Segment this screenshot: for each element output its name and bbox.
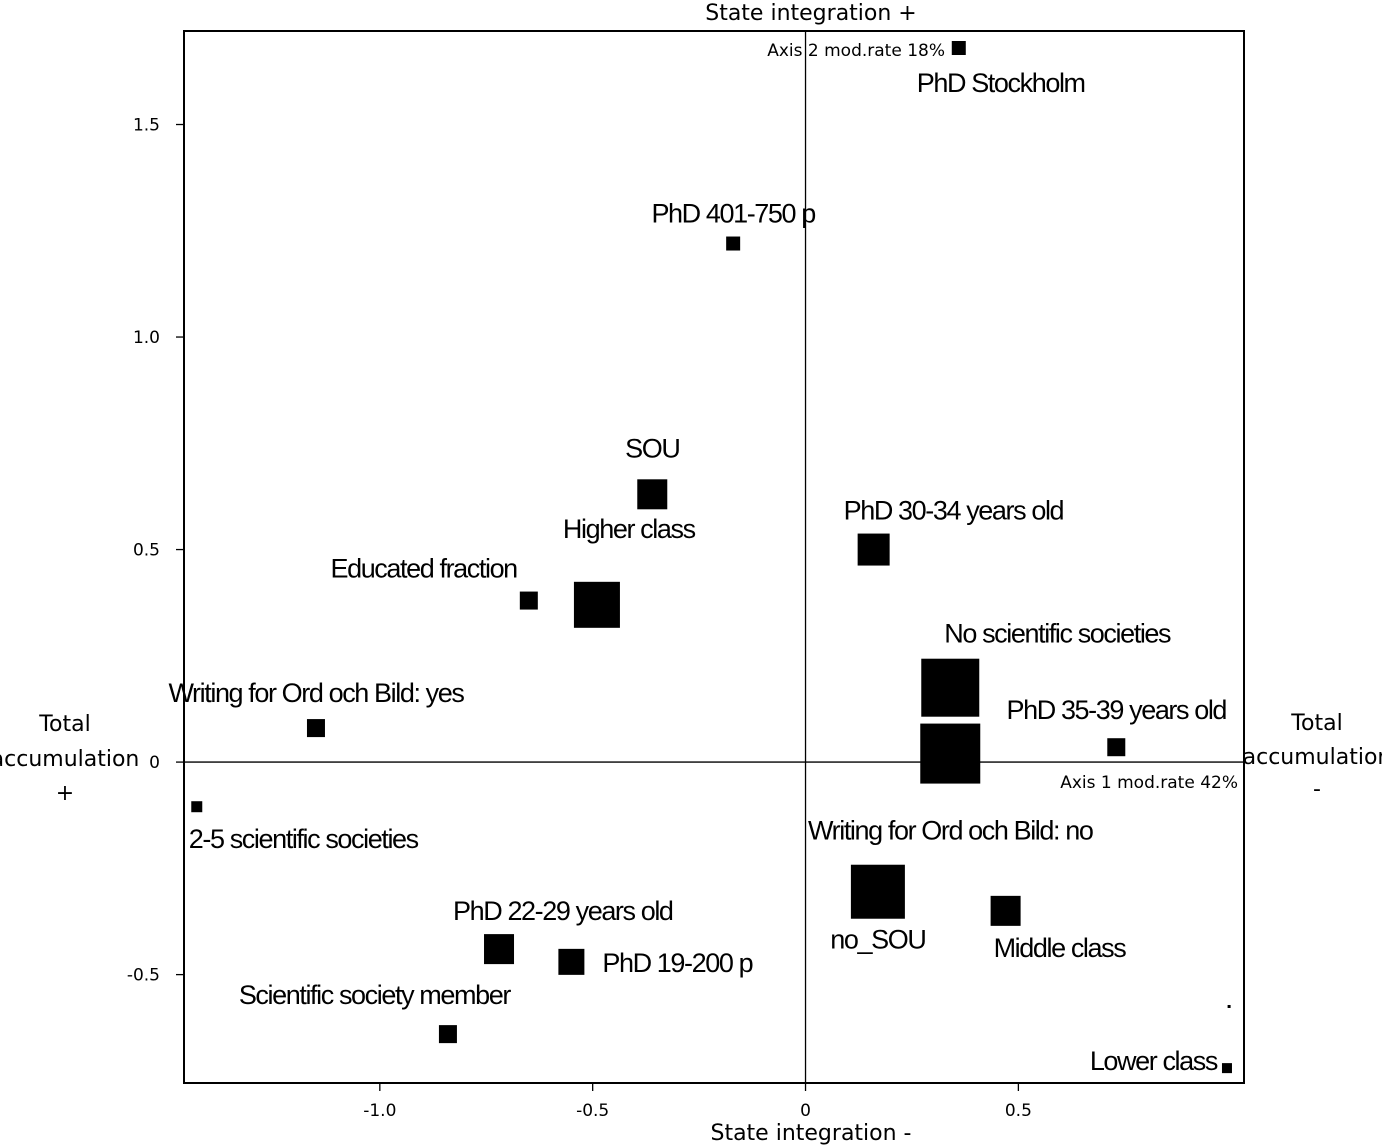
x-tick-label: -1.0 [363, 1101, 396, 1121]
data-point [573, 581, 620, 628]
data-point [306, 719, 325, 738]
axis2-modrate-label: Axis 2 mod.rate 18% [767, 41, 945, 61]
point-label: Scientific society member [239, 980, 512, 1010]
right-axis-label-line3: - [1313, 777, 1321, 802]
point-label: Educated fraction [330, 554, 517, 584]
data-point [558, 948, 585, 975]
point-label: no_SOU [830, 925, 925, 955]
point-label: 2-5 scientific societies [189, 824, 419, 854]
point-label: Higher class [563, 514, 696, 544]
data-point [1227, 1004, 1231, 1008]
axis1-modrate-label: Axis 1 mod.rate 42% [1060, 773, 1238, 793]
x-tick-label: 0.5 [1005, 1101, 1032, 1121]
y-tick-label: 0.5 [133, 541, 160, 561]
bottom-axis-label: State integration - [710, 1121, 911, 1146]
point-label: Writing for Ord och Bild: yes [168, 678, 464, 708]
left-axis-label-line3: + [56, 781, 74, 806]
data-point [1107, 738, 1126, 757]
y-tick-label: 1.0 [133, 328, 160, 348]
data-point [191, 801, 203, 813]
point-label: PhD 35-39 years old [1007, 695, 1227, 725]
point-label: Middle class [994, 933, 1127, 963]
point-label: PhD Stockholm [917, 68, 1085, 98]
x-tick-label: 0 [800, 1101, 811, 1121]
right-axis-label-line2: accumulation [1243, 745, 1382, 770]
left-axis-label-line2: accumulation [0, 747, 139, 772]
point-label: PhD 19-200 p [602, 948, 752, 978]
plot-frame [183, 30, 1245, 1084]
axes-layer: -1.0 -0.5 0 0.5 -0.5 0 0.5 1.0 1.5 [127, 31, 1244, 1121]
data-point [519, 591, 538, 610]
top-axis-label: State integration + [705, 1, 917, 26]
marks-layer: PhD Stockholm PhD 401-750 p SOU Higher clas… [168, 41, 1232, 1076]
point-label: Writing for Ord och Bild: no [808, 816, 1093, 846]
y-tick-label: 0 [149, 753, 160, 773]
point-label: PhD 30-34 years old [844, 496, 1064, 526]
right-axis-label-line1: Total [1290, 711, 1342, 736]
data-point [726, 236, 741, 251]
data-point [920, 723, 981, 784]
data-point [850, 864, 905, 919]
point-label: PhD 401-750 p [651, 199, 815, 229]
data-point [951, 41, 966, 56]
point-label: PhD 22-29 years old [453, 896, 673, 926]
point-label: Lower class [1090, 1046, 1218, 1076]
left-axis-label-line1: Total [38, 712, 90, 737]
data-point [637, 479, 668, 510]
x-tick-label: -0.5 [576, 1101, 609, 1121]
data-point [990, 895, 1021, 926]
point-label: SOU [625, 433, 679, 463]
y-tick-label: -0.5 [127, 966, 160, 986]
data-point [438, 1025, 457, 1044]
data-point [484, 934, 515, 965]
y-tick-label: 1.5 [133, 116, 160, 136]
data-point [857, 533, 890, 566]
data-point [921, 658, 980, 717]
point-label: No scientific societies [944, 619, 1171, 649]
data-point [1221, 1063, 1232, 1074]
